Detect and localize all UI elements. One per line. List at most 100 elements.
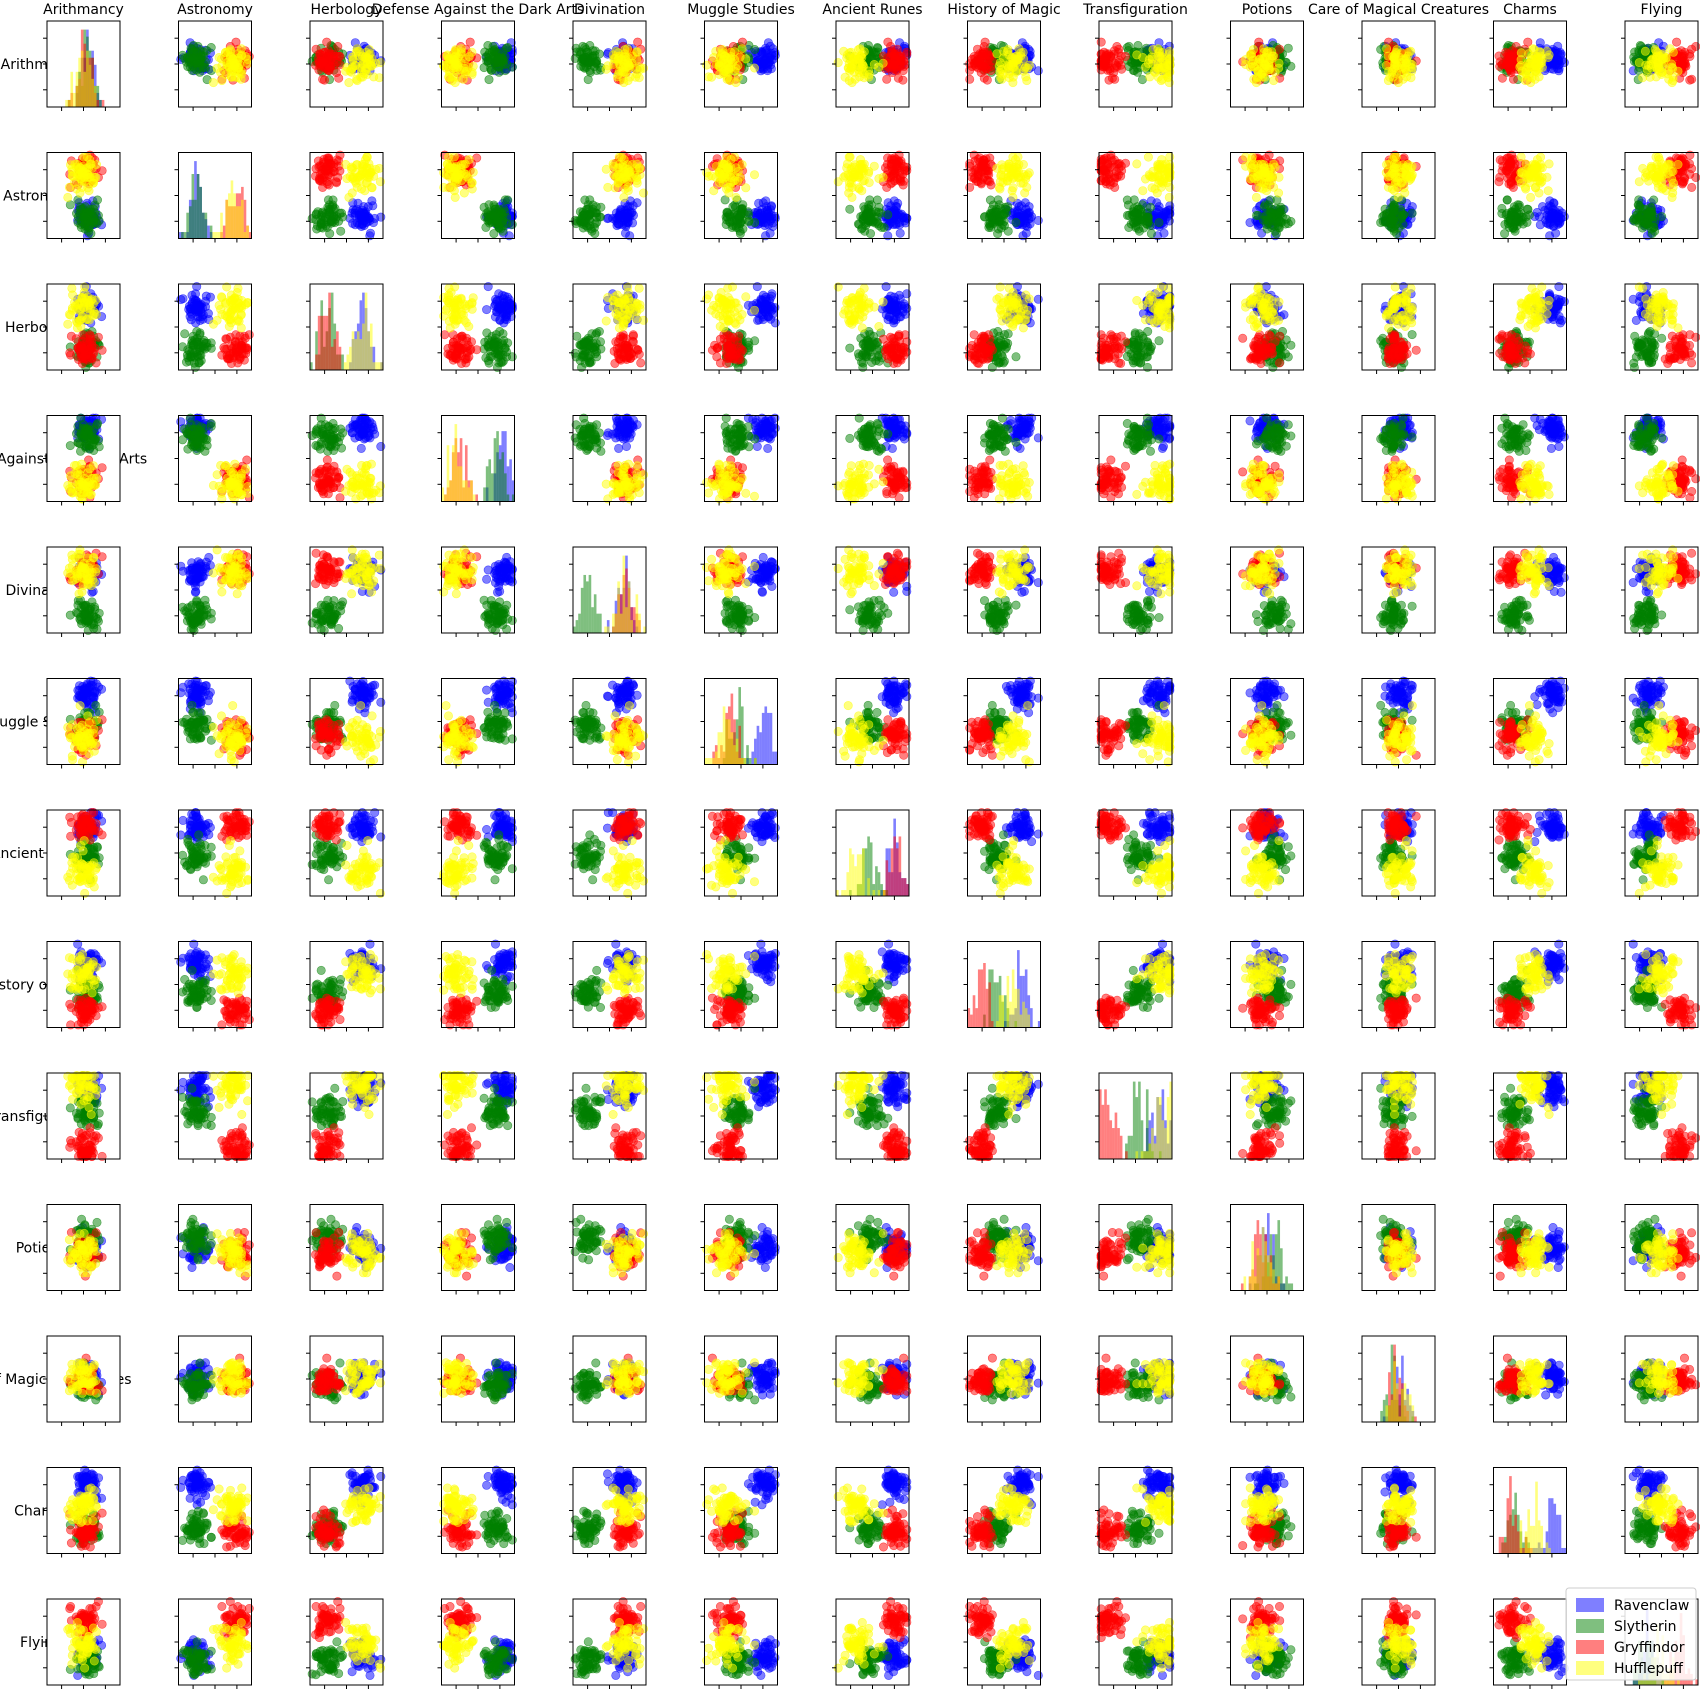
scatter-point xyxy=(360,212,370,222)
scatter-point xyxy=(1274,58,1284,68)
panel-1-8 xyxy=(1095,150,1175,243)
scatter-point xyxy=(988,212,998,222)
scatter-point xyxy=(356,170,366,180)
histogram-bar xyxy=(91,78,94,107)
scatter-point xyxy=(714,69,724,79)
scatter-point xyxy=(592,212,602,222)
scatter-point xyxy=(1274,223,1284,233)
scatter-point xyxy=(1096,37,1106,47)
scatter-point xyxy=(833,58,843,68)
scatter-point xyxy=(998,178,1008,188)
column-title: Arithmancy xyxy=(43,2,124,18)
scatter-point xyxy=(1022,76,1032,86)
scatter-point xyxy=(458,74,468,84)
scatter-point xyxy=(348,52,358,62)
scatter-point xyxy=(762,45,772,55)
scatter-point xyxy=(464,52,474,62)
scatter-point xyxy=(857,223,867,233)
scatter-point xyxy=(1121,158,1131,168)
histogram-bar xyxy=(215,232,218,239)
histogram-bar xyxy=(222,225,226,239)
scatter-point xyxy=(84,223,94,233)
scatter-point xyxy=(578,211,588,221)
scatter-point xyxy=(1112,41,1122,51)
panel-0-1 xyxy=(174,20,254,111)
scatter-point xyxy=(864,200,874,210)
scatter-point xyxy=(352,160,362,170)
histogram-bar xyxy=(212,232,215,239)
scatter-point xyxy=(1248,45,1258,55)
scatter-point xyxy=(451,172,461,182)
scatter-point xyxy=(1650,45,1660,55)
scatter-point xyxy=(844,76,854,86)
scatter-point xyxy=(439,182,449,192)
scatter-point xyxy=(1008,183,1018,193)
scatter-point xyxy=(589,223,599,233)
histogram-bar xyxy=(99,99,102,107)
scatter-point xyxy=(992,49,1002,59)
scatter-point xyxy=(80,212,90,222)
column-title: Divination xyxy=(574,2,645,18)
scatter-point xyxy=(737,44,747,54)
scatter-point xyxy=(735,52,745,62)
scatter-point xyxy=(603,61,613,71)
scatter-point xyxy=(894,157,904,167)
scatter-point xyxy=(318,157,328,167)
panel-1-10 xyxy=(1358,150,1436,243)
scatter-point xyxy=(1257,69,1267,79)
scatter-point xyxy=(1506,55,1516,65)
histogram-bar xyxy=(220,212,223,239)
scatter-point xyxy=(999,211,1009,221)
scatter-point xyxy=(979,41,989,51)
scatter-point xyxy=(1396,69,1406,79)
scatter-point xyxy=(619,192,629,202)
scatter-point xyxy=(503,195,513,205)
scatter-point xyxy=(1122,195,1132,205)
scatter-point xyxy=(482,56,492,66)
panel-1-7 xyxy=(963,150,1043,243)
scatter-point xyxy=(329,162,339,172)
scatter-point xyxy=(1259,44,1269,54)
scatter-point xyxy=(730,172,740,182)
column-title: Muggle Studies xyxy=(687,2,795,18)
scatter-point xyxy=(1096,157,1106,167)
scatter-point xyxy=(490,58,500,68)
scatter-point xyxy=(717,163,727,173)
scatter-point xyxy=(858,211,868,221)
scatter-point xyxy=(1640,46,1650,56)
scatter-point xyxy=(1283,43,1293,53)
scatter-point xyxy=(192,58,202,68)
scatter-point xyxy=(1143,152,1153,162)
scatter-point xyxy=(717,45,727,55)
histogram-bar xyxy=(93,85,97,107)
scatter-point xyxy=(588,200,598,210)
scatter-point xyxy=(322,37,332,47)
scatter-point xyxy=(1122,42,1132,52)
scatter-point xyxy=(1109,162,1119,172)
scatter-point xyxy=(318,223,328,233)
panel-1-9 xyxy=(1226,150,1304,243)
panel-0-4 xyxy=(569,20,648,111)
scatter-point xyxy=(70,178,80,188)
scatter-point xyxy=(855,155,865,165)
scatter-point xyxy=(985,177,995,187)
scatter-point xyxy=(1261,60,1271,70)
scatter-point xyxy=(364,45,374,55)
scatter-point xyxy=(1019,212,1029,222)
scatter-point xyxy=(453,60,463,70)
scatter-point xyxy=(980,212,990,222)
scatter-point xyxy=(984,223,994,233)
histogram-bar xyxy=(194,199,197,239)
scatter-point xyxy=(484,75,494,85)
column-title: Care of Magical Creatures xyxy=(1308,2,1489,18)
scatter-point xyxy=(345,172,355,182)
scatter-point xyxy=(311,44,321,54)
scatter-point xyxy=(902,49,912,59)
scatter-point xyxy=(1667,62,1677,72)
scatter-point xyxy=(1148,45,1158,55)
panel-0-2 xyxy=(306,20,386,111)
scatter-point xyxy=(1121,51,1131,61)
histogram-bar xyxy=(181,232,184,239)
scatter-point xyxy=(882,182,892,192)
